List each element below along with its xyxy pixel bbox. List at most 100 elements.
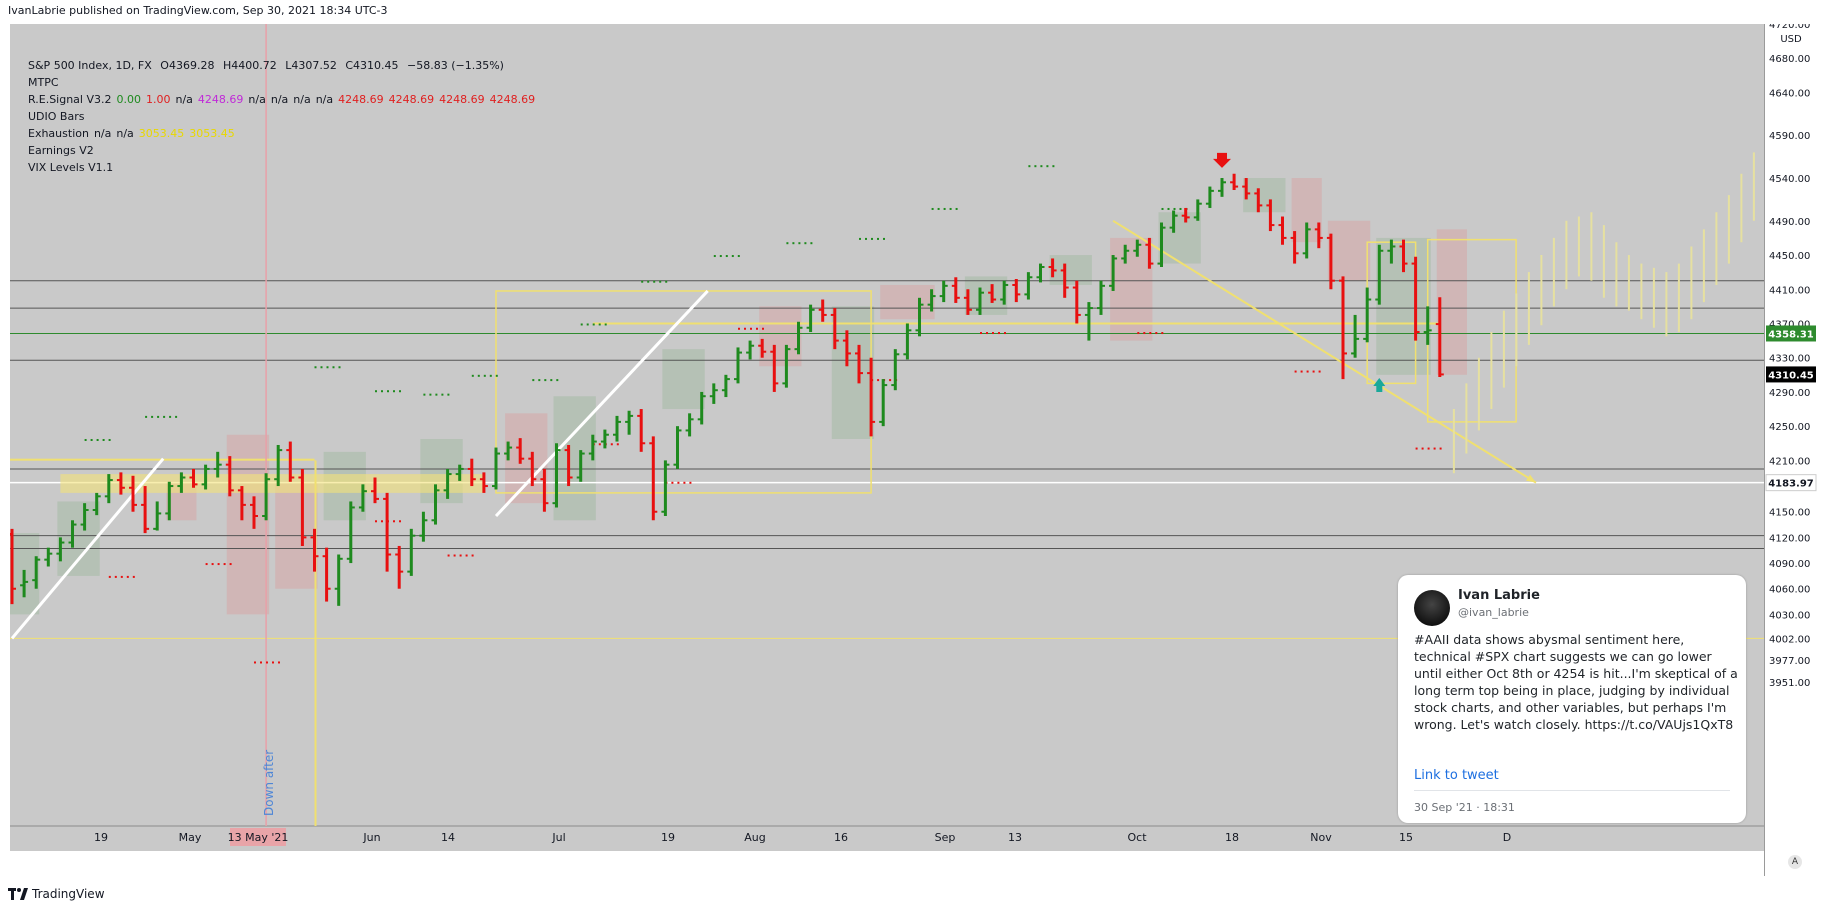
- signal-dot: [96, 438, 99, 441]
- ohlc-bar: [467, 458, 476, 487]
- indicator-row[interactable]: UDIO Bars: [28, 108, 540, 125]
- ohlc-bar: [310, 528, 319, 572]
- signal-dot: [731, 255, 734, 258]
- indicator-value: 3053.45: [138, 127, 185, 140]
- green-zone: [1049, 255, 1092, 285]
- signal-dot: [1318, 370, 1321, 373]
- signal-dot: [1427, 447, 1430, 450]
- signal-dot: [744, 327, 746, 330]
- ohlc-bar: [479, 472, 488, 493]
- indicator-value: 4248.69: [388, 93, 435, 106]
- ohlc-bar: [516, 438, 525, 464]
- ohlc-bar: [56, 537, 65, 562]
- sell-arrow-icon: [1213, 152, 1231, 168]
- green-zone: [1243, 178, 1286, 213]
- signal-dot: [762, 327, 764, 330]
- signal-dot: [272, 661, 274, 664]
- indicator-value: n/a: [270, 93, 289, 106]
- ohlc-bar: [141, 486, 150, 534]
- legend-symbol-row[interactable]: S&P 500 Index, 1D, FX O4369.28 H4400.72 …: [28, 57, 540, 74]
- signal-dot: [102, 438, 105, 441]
- price-label-badge: [1766, 325, 1816, 342]
- ohlc-bar: [1339, 276, 1347, 380]
- ohlc-bar: [1157, 222, 1166, 268]
- price-tick-label: 4490.00: [1769, 217, 1810, 228]
- ohlc-bar: [1024, 272, 1033, 300]
- ohlc-bar: [1230, 173, 1239, 190]
- price-axis[interactable]: USD 4720.00 4680.00 4640.00 4590.00 4540.00 44…: [1764, 20, 1823, 876]
- footer-brand[interactable]: TradingView: [8, 887, 105, 901]
- buy-arrow-icon: [1373, 377, 1386, 392]
- publisher-header: IvanLabrie published on TradingView.com,…: [8, 4, 388, 17]
- price-tick-label: 4210.00: [1769, 456, 1810, 467]
- signal-dot: [786, 242, 789, 245]
- indicator-row[interactable]: Exhaustion n/a n/a 3053.45 3053.45: [28, 125, 540, 142]
- time-axis-strip: [10, 826, 1764, 851]
- indicator-name[interactable]: VIX Levels V1.1: [28, 161, 114, 174]
- signal-dot: [132, 575, 135, 578]
- price-label-text: 4310.45: [1768, 370, 1814, 381]
- indicator-row[interactable]: VIX Levels V1.1: [28, 159, 540, 176]
- indicator-value: 4248.69: [439, 93, 485, 106]
- indicator-row[interactable]: MTPC: [28, 74, 540, 91]
- ohlc-bar: [201, 464, 210, 490]
- indicator-row[interactable]: Earnings V2: [28, 142, 540, 159]
- signal-dot: [151, 415, 154, 418]
- chart-area[interactable]: Down after 19 May 13 May '21 Jun 14 Jul 19 Aug 16…: [10, 24, 1764, 851]
- ohlc-bar: [346, 501, 355, 564]
- ohlc-bar: [1314, 222, 1323, 249]
- tweet-link[interactable]: Link to tweet: [1414, 768, 1499, 783]
- signal-dot: [949, 207, 952, 210]
- signal-dot: [1439, 447, 1442, 450]
- ohlc-bar: [104, 474, 113, 504]
- ohlc-bar: [1387, 239, 1396, 264]
- indicator-name[interactable]: Exhaustion: [28, 127, 89, 140]
- ohlc-bar: [1072, 280, 1081, 324]
- indicator-name[interactable]: Earnings V2: [28, 144, 94, 157]
- signal-dot: [1433, 447, 1436, 450]
- ohlc-bar: [1254, 188, 1263, 213]
- ohlc-bar: [673, 426, 682, 469]
- ohlc-bar: [492, 447, 500, 490]
- tweet-author-handle[interactable]: @ivan_labrie: [1458, 606, 1529, 619]
- ohlc-bar: [129, 475, 137, 512]
- symbol-open: O4369.28: [160, 59, 215, 72]
- signal-dot: [610, 443, 613, 446]
- signal-dot: [659, 280, 662, 283]
- ohlc-bar: [1012, 278, 1021, 303]
- indicator-name[interactable]: MTPC: [28, 76, 59, 89]
- signal-dot: [889, 379, 892, 382]
- signal-dot: [326, 366, 329, 369]
- signal-dot: [429, 393, 432, 396]
- tweet-divider: [1414, 790, 1730, 791]
- time-tick-label: 13: [1008, 831, 1022, 844]
- signal-dot: [387, 390, 389, 393]
- tweet-author-name[interactable]: Ivan Labrie: [1458, 588, 1540, 603]
- signal-dot: [931, 207, 934, 210]
- signal-dot: [1161, 207, 1164, 210]
- signal-dot: [108, 438, 111, 441]
- indicator-row[interactable]: R.E.Signal V3.2 0.00 1.00 n/a 4248.69 n/a n/a n…: [28, 91, 540, 108]
- signal-dot: [804, 242, 807, 245]
- ohlc-bar: [963, 289, 972, 315]
- indicator-name[interactable]: R.E.Signal V3.2: [28, 93, 112, 106]
- symbol-name[interactable]: S&P 500 Index, 1D, FX: [28, 59, 152, 72]
- signal-dot: [1300, 370, 1303, 373]
- ohlc-bar: [746, 340, 755, 360]
- signal-dot: [689, 481, 692, 484]
- ohlc-bar: [225, 456, 234, 497]
- indicator-name[interactable]: UDIO Bars: [28, 110, 85, 123]
- ohlc-bar: [153, 501, 162, 531]
- avatar[interactable]: [1414, 590, 1450, 626]
- ohlc-bar: [334, 554, 343, 606]
- signal-dot: [1028, 165, 1031, 168]
- signal-dot: [1179, 207, 1182, 210]
- price-tick-label: 4410.00: [1769, 285, 1810, 296]
- red-zone: [1110, 237, 1153, 341]
- signal-dot: [586, 323, 589, 326]
- ohlc-bar: [274, 444, 283, 487]
- auto-scale-button[interactable]: A: [1788, 855, 1802, 869]
- ohlc-bar: [177, 472, 186, 493]
- ohlc-bar: [1133, 239, 1142, 257]
- signal-dot: [1421, 447, 1424, 450]
